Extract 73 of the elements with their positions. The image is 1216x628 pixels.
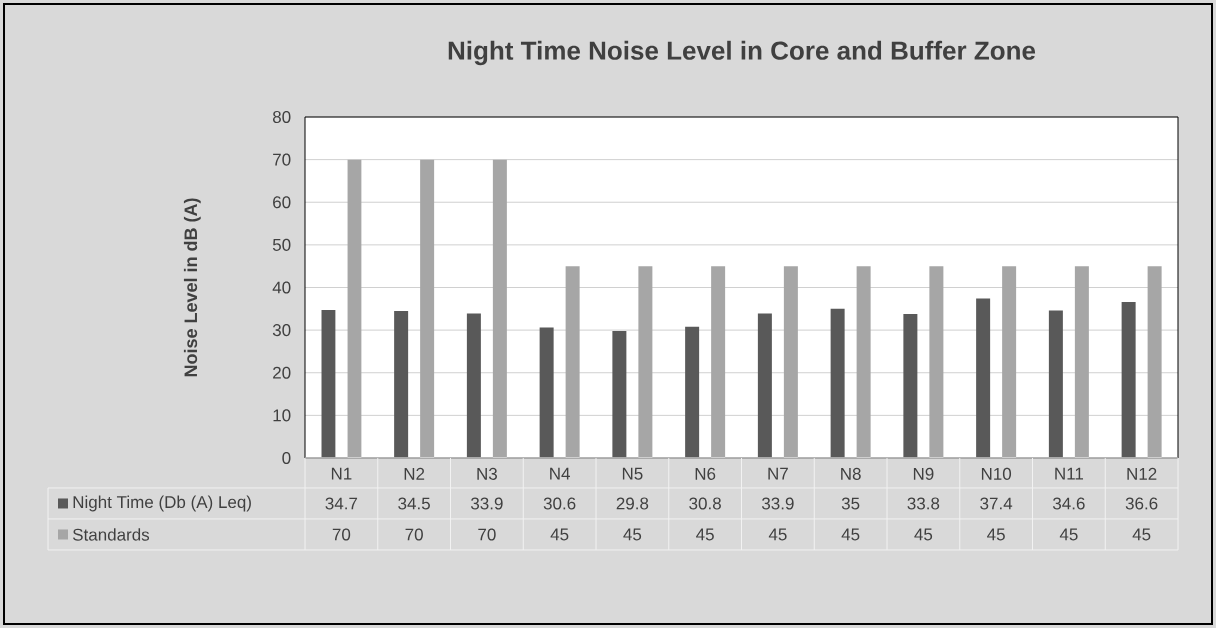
bar [929,266,944,458]
data-label: 70 [478,528,496,541]
bar [856,266,871,458]
bar [466,313,481,458]
data-label: 33.9 [761,497,794,510]
data-label: 37.4 [980,497,1013,510]
data-label: 45 [623,528,642,541]
data-label: 34.7 [325,497,358,510]
data-label: 30.6 [543,497,576,510]
data-label: 45 [841,528,860,541]
y-tick-label: 40 [272,281,291,294]
x-tick-label: N4 [550,467,570,480]
bar [612,330,627,458]
data-label: 45 [1059,528,1078,541]
y-tick-label: 20 [273,366,291,379]
data-label: 34.5 [398,497,430,510]
x-tick-label: N6 [695,467,716,480]
data-label: 33.9 [470,497,503,510]
bar [1002,266,1017,458]
data-label: 70 [405,528,423,541]
bar [1074,266,1089,458]
data-label: 45 [914,528,933,541]
legend-label: Night Time (Db (A) Leq) [73,495,251,512]
data-label: 45 [768,528,787,541]
y-tick-label: 50 [272,238,291,251]
y-tick-label: 0 [282,451,291,465]
bar [757,313,772,458]
data-label: 45 [696,528,714,541]
bar [1147,266,1162,458]
y-axis-title: Noise Level in dB (A) [183,198,201,377]
data-label: 30.8 [689,497,721,510]
bar [347,159,362,458]
bar [638,266,653,458]
data-label: 36.6 [1125,497,1158,510]
legend-label: Standards [72,528,150,541]
x-tick-label: N10 [981,467,1012,480]
x-tick-label: N5 [622,467,643,480]
y-tick-label: 80 [272,110,291,124]
y-tick-label: 60 [273,196,291,209]
bar [321,310,336,458]
x-tick-label: N8 [841,467,861,480]
bar [394,310,409,458]
y-tick-label: 10 [273,409,291,422]
x-tick-label: N9 [913,467,934,480]
x-tick-label: N2 [404,467,425,480]
bar [1048,310,1063,458]
x-tick-label: N11 [1055,467,1084,480]
data-label: 45 [1132,528,1151,541]
data-label: 45 [550,528,569,541]
data-label: 45 [987,528,1005,541]
bar [685,326,700,458]
bar [903,313,918,458]
chart-title: Night Time Noise Level in Core and Buffer Zone [448,40,1036,66]
bar [492,159,507,458]
x-tick-label: N1 [331,467,352,480]
y-tick-label: 70 [273,153,291,166]
data-label: 34.6 [1052,497,1085,510]
x-tick-label: N12 [1127,467,1157,480]
y-tick-label: 30 [272,324,291,337]
bar [830,308,845,458]
bar [565,266,580,458]
x-tick-label: N3 [477,467,497,480]
bar [1121,301,1136,458]
data-label: 29.8 [616,497,649,510]
bar [711,266,726,458]
bar [539,327,554,458]
x-tick-label: N7 [768,467,788,480]
bar [420,159,435,458]
bar [783,266,798,458]
data-label: 70 [332,528,351,541]
data-label: 35 [841,497,860,510]
data-label: 33.8 [907,497,940,510]
bar [976,298,991,458]
